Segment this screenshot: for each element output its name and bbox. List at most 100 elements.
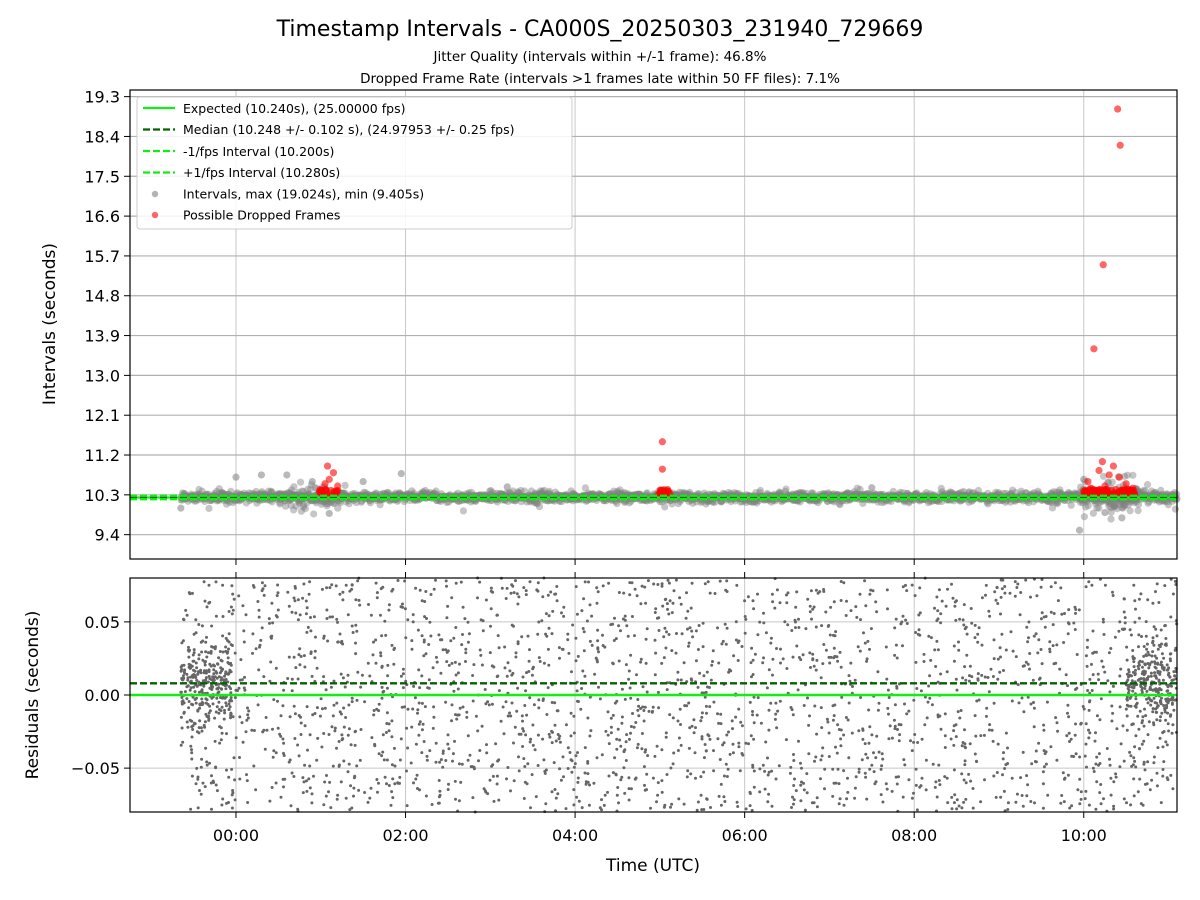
residual-point [877,750,881,754]
residual-point [651,705,655,709]
residual-point [643,750,647,754]
residual-point [987,690,991,694]
residual-point [391,796,395,800]
residual-point [935,595,939,599]
residual-point [390,735,394,739]
residual-point [874,780,878,784]
residual-point [694,776,697,780]
residual-point [693,751,697,755]
residual-point [832,714,836,718]
interval-point [948,489,956,497]
interval-point [709,498,717,506]
residual-point [274,666,278,670]
residual-point [679,602,683,606]
residual-point [322,675,326,679]
residual-point [1114,775,1118,779]
residual-point [704,749,708,753]
residual-point [912,698,916,702]
residual-point [247,709,251,713]
residual-point [839,665,843,669]
residual-point [555,709,559,713]
residual-point [306,748,309,752]
residual-point [1067,715,1071,719]
residual-point [418,588,422,592]
residual-point [917,628,921,632]
residual-point [355,764,359,768]
residual-point [859,618,862,622]
dropped-frame-point [1105,471,1113,479]
residual-point [880,752,884,756]
residual-point [700,715,704,719]
residual-point [529,737,533,741]
residual-point [859,696,863,699]
residual-point [1030,762,1034,766]
residual-point [597,650,600,654]
residual-point [576,776,580,780]
residual-point [952,801,956,805]
residual-point [868,592,872,596]
residual-point [1027,636,1030,640]
residual-point [338,632,342,636]
residual-point [644,661,648,665]
residual-point [227,702,231,706]
residual-point [256,703,260,707]
residual-point [963,745,967,749]
residual-point [373,744,377,748]
residual-point [628,686,632,690]
residual-point [350,583,354,587]
residual-point [1146,650,1150,654]
residual-point [895,686,899,690]
residual-point [546,647,550,651]
residual-point [571,623,575,627]
residual-point [308,786,312,790]
residual-point [384,633,388,637]
residual-point [753,652,757,656]
interval-point [1101,508,1109,517]
residual-point [489,586,493,590]
residual-point [380,664,384,668]
residual-point [195,766,199,770]
residual-point [1166,722,1170,726]
residual-point [574,659,578,663]
residual-point [704,704,708,708]
residual-point [495,774,499,778]
residual-point [324,794,328,798]
residual-point [1056,729,1060,733]
residual-point [244,730,248,734]
residual-point [1025,625,1029,629]
residual-point [555,585,559,588]
residual-point [1119,667,1123,671]
legend-label-expected: Expected (10.240s), (25.00000 fps) [183,101,405,116]
residual-point [299,733,303,736]
interval-point [323,500,331,508]
residual-point [379,613,382,617]
residual-point [1087,708,1091,712]
residual-point [644,637,648,641]
interval-point [537,489,545,497]
residual-point [792,784,796,787]
residual-point [401,686,405,690]
interval-point [223,500,231,508]
residual-point [716,626,719,630]
interval-point [1050,488,1058,496]
residual-point [411,613,415,617]
residual-point [456,687,460,691]
residual-point [866,756,870,760]
residual-point [1079,790,1083,794]
residual-point [1013,594,1017,598]
residual-point [716,712,719,716]
residual-point [952,724,956,728]
residual-point [903,763,907,767]
residual-point [895,782,899,786]
residual-point [441,749,445,753]
dropped-frame-point [1098,458,1106,466]
residual-point [712,700,716,704]
interval-point [503,483,511,491]
residual-point [335,746,338,750]
interval-point [730,489,739,497]
residual-point [354,652,358,656]
residual-point [943,734,947,738]
residual-point [825,717,829,721]
residual-point [870,763,874,767]
interval-point [711,498,719,506]
